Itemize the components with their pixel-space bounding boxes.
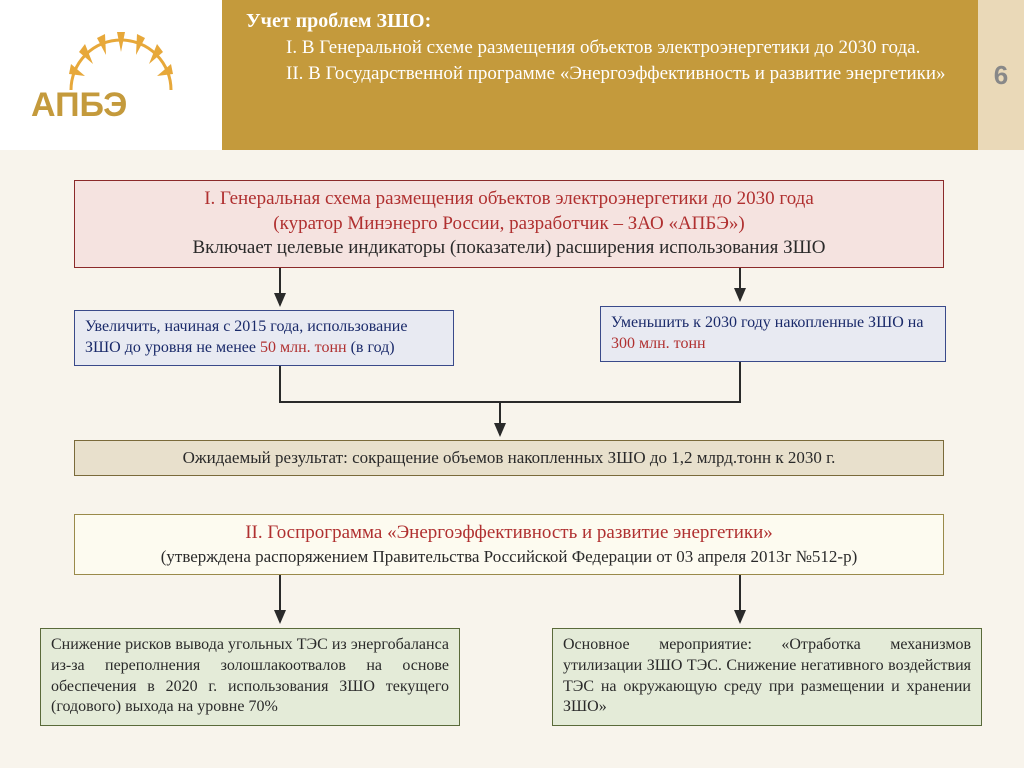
header-line1-prefix: I. [286, 37, 302, 58]
box-risk-reduction: Снижение рисков вывода угольных ТЭС из э… [40, 628, 460, 726]
header-title-block: Учет проблем ЗШО: I. В Генеральной схеме… [222, 0, 978, 150]
logo-text: АПБЭ [31, 86, 127, 125]
b1-sub: Включает целевые индикаторы (показатели)… [85, 236, 933, 261]
b2b-hi: 300 млн. тонн [611, 335, 706, 352]
b3-text: Ожидаемый результат: сокращение объемов … [183, 448, 836, 467]
b2b-pre: Уменьшить к 2030 году накопленные ЗШО на [611, 314, 923, 331]
box-increase-2015: Увеличить, начиная с 2015 года, использо… [74, 310, 454, 366]
b1-title1: Генеральная схема размещения объектов эл… [220, 188, 814, 209]
box-decrease-2030: Уменьшить к 2030 году накопленные ЗШО на… [600, 306, 946, 362]
b5a-text: Снижение рисков вывода угольных ТЭС из э… [51, 636, 449, 715]
b4-prefix: II. [245, 522, 267, 543]
b5b-text: Основное мероприятие: «Отработка механиз… [563, 636, 971, 715]
b4-sub: (утверждена распоряжением Правительства … [85, 546, 933, 568]
b1-prefix: I. [204, 188, 220, 209]
header-main: Учет проблем ЗШО: [246, 8, 958, 35]
box-general-scheme: I. Генеральная схема размещения объектов… [74, 180, 944, 268]
b4-title: Госпрограмма «Энергоэффективность и разв… [267, 522, 772, 543]
b1-title2: (куратор Минэнерго России, разработчик –… [273, 213, 744, 234]
slide-header: АПБЭ Учет проблем ЗШО: I. В Генеральной … [0, 0, 1024, 150]
header-line2: В Государственной программе «Энергоэффек… [308, 63, 945, 84]
header-line1: В Генеральной схеме размещения объектов … [302, 37, 921, 58]
box-main-event: Основное мероприятие: «Отработка механиз… [552, 628, 982, 726]
b2a-post: (в год) [347, 339, 395, 356]
b2a-hi: 50 млн. тонн [260, 339, 347, 356]
page-number: 6 [978, 0, 1024, 150]
logo-area: АПБЭ [0, 0, 222, 150]
box-expected-result: Ожидаемый результат: сокращение объемов … [74, 440, 944, 476]
flowchart-canvas: I. Генеральная схема размещения объектов… [0, 150, 1024, 768]
header-line2-prefix: II. [286, 63, 308, 84]
box-gosprogram: II. Госпрограмма «Энергоэффективность и … [74, 514, 944, 575]
